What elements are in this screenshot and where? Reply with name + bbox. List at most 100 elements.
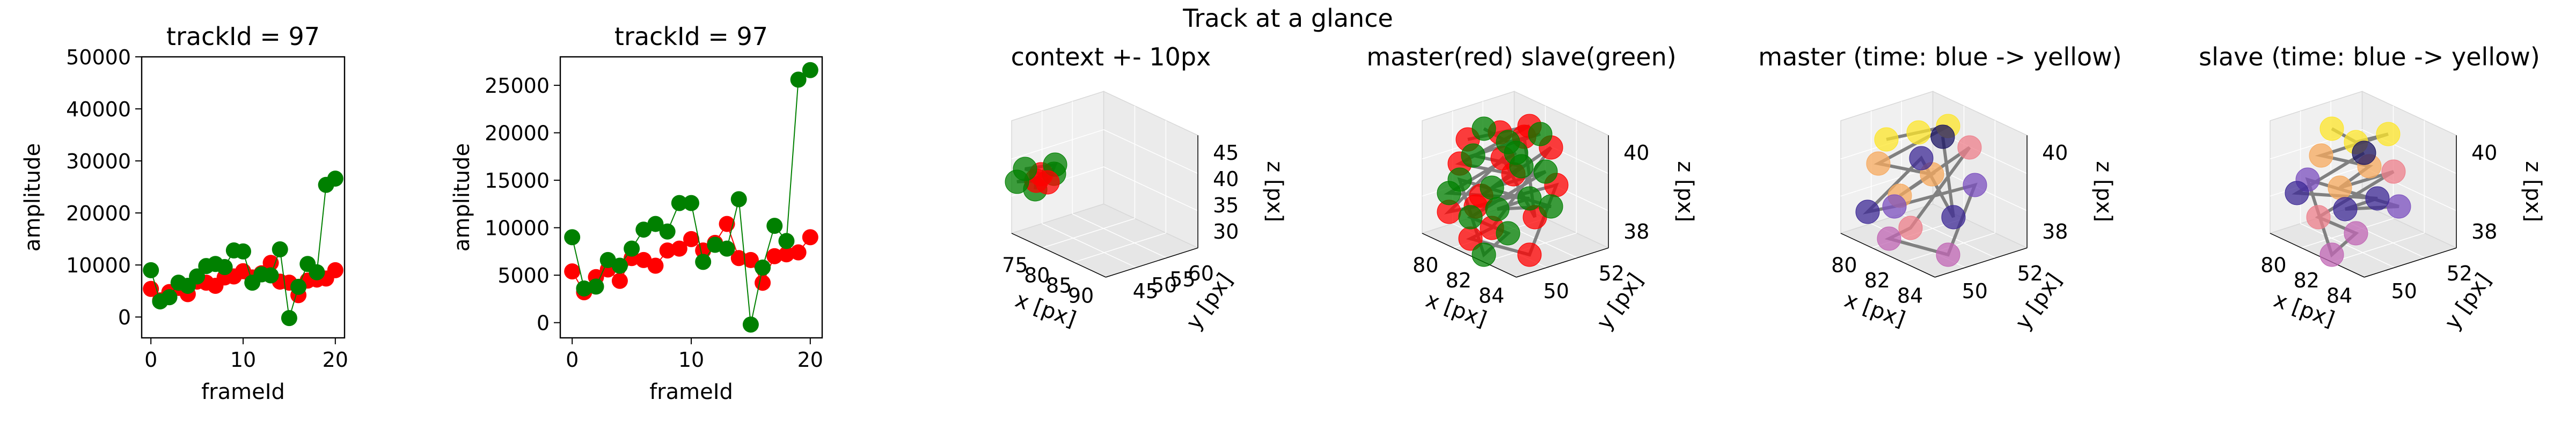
data-point-red bbox=[635, 252, 652, 268]
x-tick-label: 80 bbox=[1024, 263, 1050, 287]
data-point-green bbox=[635, 221, 652, 238]
data-point bbox=[2387, 194, 2411, 219]
x-tick-label: 80 bbox=[1413, 253, 1438, 277]
data-point bbox=[1480, 175, 1504, 200]
data-point bbox=[2344, 221, 2368, 246]
data-point-red bbox=[327, 262, 343, 278]
y-tick-label: 0 bbox=[118, 306, 131, 329]
data-point-red bbox=[671, 240, 687, 257]
3d-panel-4: slave (time: blue -> yellow) 80 82 84 50 52 38… bbox=[2199, 42, 2545, 334]
z-tick-label: 30 bbox=[1213, 220, 1239, 243]
x-tick-label: 80 bbox=[2260, 253, 2286, 277]
data-point bbox=[1936, 242, 1960, 267]
data-point-green bbox=[683, 195, 699, 211]
chart-title: slave (time: blue -> yellow) bbox=[2199, 42, 2540, 71]
y-tick-label: 60 bbox=[1188, 262, 1214, 285]
data-point-green bbox=[309, 264, 325, 280]
data-point-green bbox=[143, 262, 159, 278]
data-point bbox=[2319, 242, 2344, 267]
grid-line bbox=[1042, 218, 1135, 248]
data-point-red bbox=[755, 275, 771, 291]
data-point-green bbox=[755, 260, 771, 276]
data-point bbox=[1874, 127, 1899, 152]
data-point bbox=[1877, 226, 1901, 251]
data-point bbox=[1461, 143, 1485, 168]
y-tick-label: 30000 bbox=[66, 150, 131, 173]
data-point bbox=[1957, 135, 1982, 160]
data-point bbox=[1458, 205, 1483, 230]
data-point-green bbox=[576, 280, 592, 297]
data-point-green bbox=[778, 233, 795, 249]
x-tick-label: 82 bbox=[1446, 269, 1472, 292]
x-tick-label: 82 bbox=[1864, 269, 1890, 292]
data-point-green bbox=[659, 223, 676, 240]
y-axis-line bbox=[1106, 247, 1198, 278]
x-tick-label: 20 bbox=[323, 348, 348, 372]
x-tick-label: 0 bbox=[566, 348, 579, 372]
y-tick-label: 45 bbox=[1133, 279, 1159, 303]
scatter-panel-1: trackId = 97 frameId amplitude 0 10 20 0 10000 2… bbox=[20, 22, 348, 404]
data-point bbox=[1517, 186, 1542, 211]
z-tick-label: 40 bbox=[2042, 141, 2068, 165]
chart-title: trackId = 97 bbox=[166, 22, 320, 51]
y-tick-label: 10000 bbox=[485, 217, 550, 240]
data-point bbox=[2328, 175, 2352, 200]
data-point bbox=[1437, 181, 1461, 205]
x-tick-label: 80 bbox=[1831, 253, 1857, 277]
data-point bbox=[1013, 157, 1037, 181]
data-point-green bbox=[671, 195, 687, 211]
y-axis-line bbox=[1516, 247, 1609, 278]
x-axis-label: frameId bbox=[201, 380, 285, 404]
grid-line bbox=[2332, 232, 2425, 263]
x-tick-label: 20 bbox=[797, 348, 823, 372]
y-tick-label: 50 bbox=[1151, 273, 1177, 297]
y-tick-label: 25000 bbox=[485, 74, 550, 98]
y-tick-label: 0 bbox=[537, 312, 550, 335]
data-point bbox=[1472, 116, 1496, 141]
chart-title: master(red) slave(green) bbox=[1366, 42, 1676, 71]
z-axis-label: z [px] bbox=[1262, 161, 1287, 222]
y-tick-label: 20000 bbox=[66, 202, 131, 225]
x-tick-label: 0 bbox=[144, 348, 157, 372]
data-point-green bbox=[235, 243, 251, 260]
data-point-red bbox=[564, 263, 581, 280]
z-tick-label: 40 bbox=[2471, 141, 2497, 165]
data-point bbox=[1472, 242, 1496, 267]
data-point-green bbox=[327, 171, 343, 187]
data-point bbox=[2309, 143, 2333, 168]
data-point-green bbox=[216, 259, 233, 276]
x-axis-line bbox=[1011, 233, 1106, 278]
data-point bbox=[1941, 205, 1966, 230]
y-tick-label: 50000 bbox=[66, 46, 131, 69]
x-tick-label: 10 bbox=[230, 348, 256, 372]
data-point bbox=[2365, 186, 2390, 211]
3d-panel-3: master (time: blue -> yellow) 80 82 84 50 52 3… bbox=[1758, 42, 2121, 334]
y-tick-label: 50 bbox=[1962, 279, 1988, 303]
data-point bbox=[1485, 197, 1510, 221]
grid-line bbox=[1011, 129, 1104, 160]
data-point bbox=[1963, 173, 1987, 197]
grid-line bbox=[1103, 129, 1198, 174]
data-point bbox=[2381, 159, 2406, 184]
data-point bbox=[1866, 151, 1891, 176]
y-tick-label: 10000 bbox=[66, 254, 131, 277]
x-tick-label: 75 bbox=[1002, 253, 1028, 277]
z-tick-label: 35 bbox=[1213, 194, 1239, 217]
data-point bbox=[1533, 159, 1558, 184]
data-point-green bbox=[719, 240, 735, 257]
y-tick-label: 52 bbox=[1599, 262, 1624, 285]
data-point bbox=[1496, 221, 1520, 246]
data-point-red bbox=[719, 216, 735, 232]
data-point-green bbox=[281, 310, 297, 327]
data-point-green bbox=[189, 268, 206, 285]
data-point bbox=[1906, 120, 1931, 145]
data-point-green bbox=[695, 254, 712, 270]
chart-title: master (time: blue -> yellow) bbox=[1758, 42, 2121, 71]
data-point bbox=[1035, 170, 1060, 195]
y-tick-label: 50 bbox=[1543, 279, 1569, 303]
chart-title: trackId = 97 bbox=[614, 22, 768, 51]
y-tick-label: 50 bbox=[2391, 279, 2417, 303]
